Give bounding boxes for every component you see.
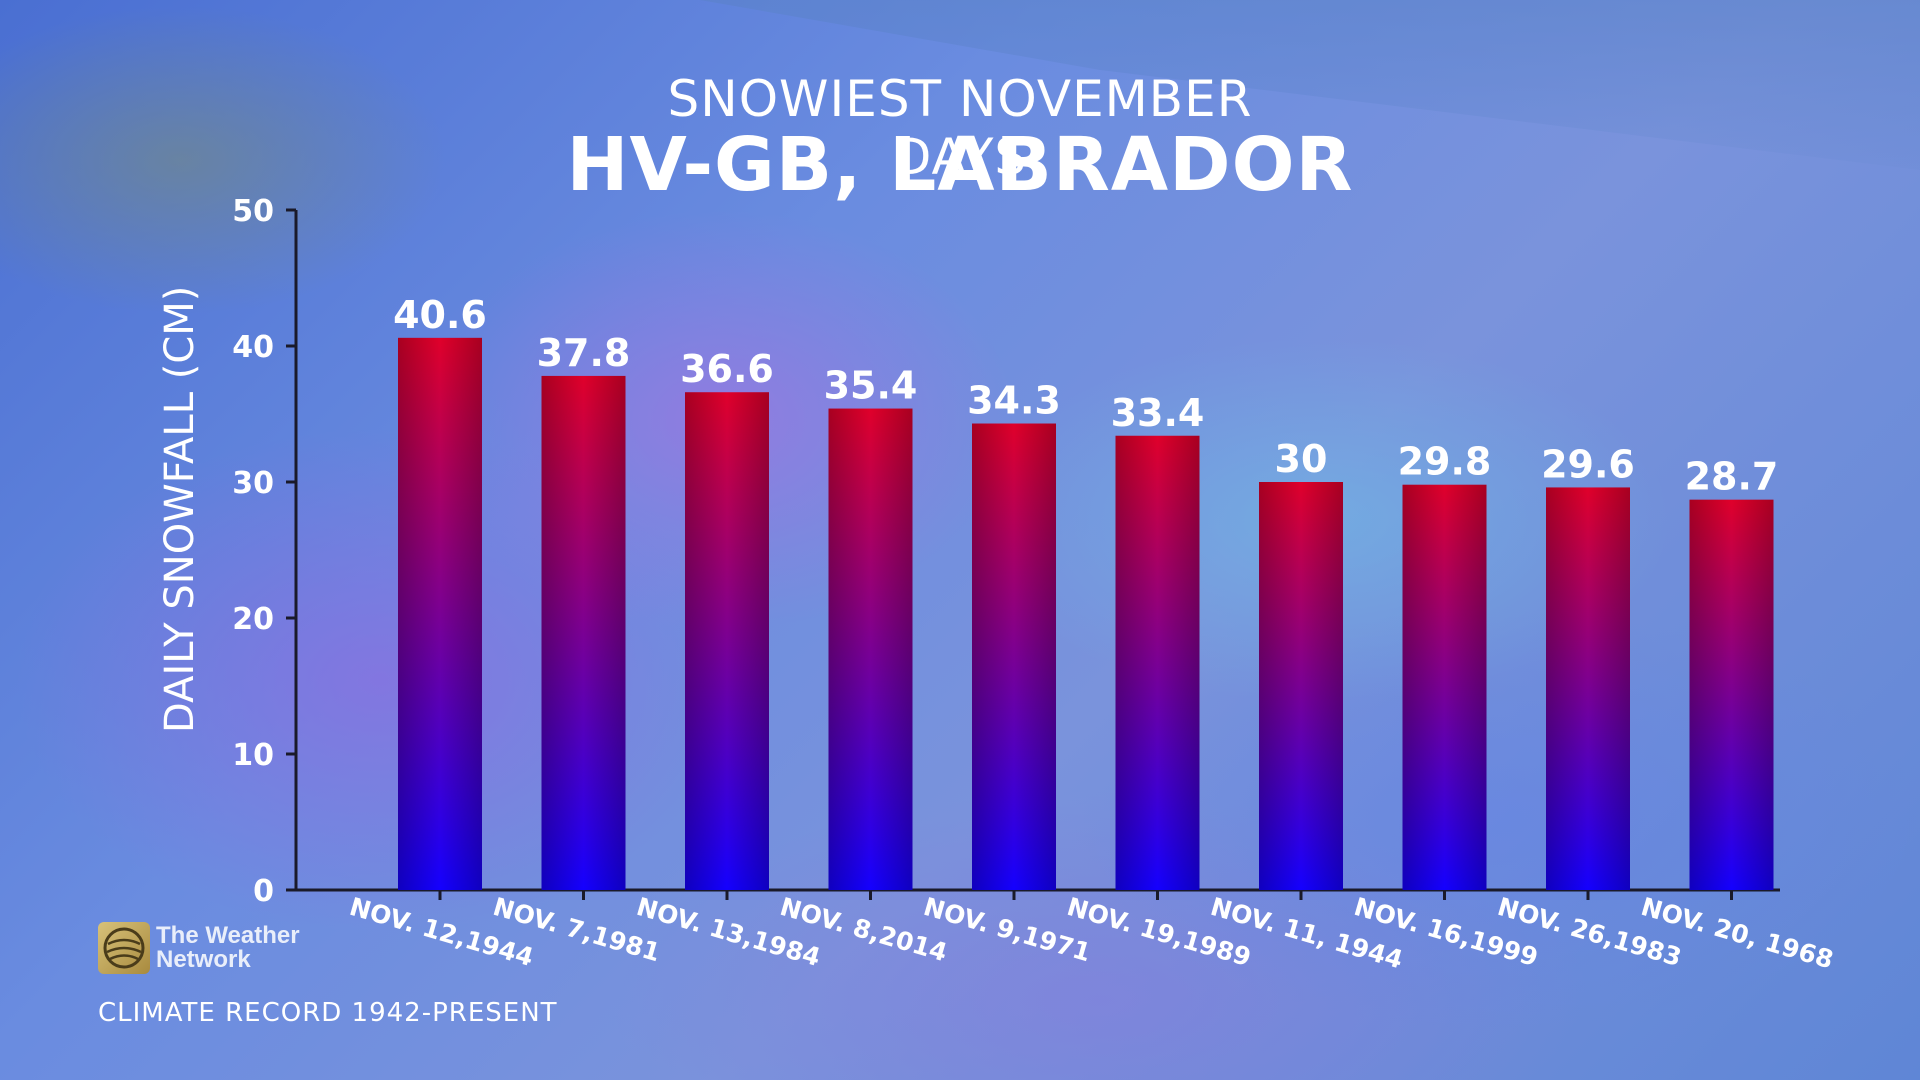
data-label: 28.7: [1685, 455, 1779, 499]
data-label: 37.8: [537, 331, 631, 375]
chart-subtitle: SNOWIEST NOVEMBER DAYS: [667, 70, 1253, 186]
data-label: 36.6: [680, 347, 774, 391]
data-label: 29.8: [1398, 440, 1492, 484]
data-label: 33.4: [1111, 391, 1205, 435]
brand-name: The Weather Network: [156, 924, 336, 972]
bar-shading: [828, 408, 913, 890]
bar-shading: [1546, 487, 1630, 890]
y-tick-label: 0: [253, 874, 274, 909]
chart-title: HV-GB, LABRADOR: [566, 122, 1354, 208]
data-label: 34.3: [967, 379, 1061, 423]
brand-name-line1: The Weather: [156, 922, 300, 949]
bar-shading: [398, 337, 482, 891]
bar-shading: [1115, 435, 1200, 890]
bar-shading: [1402, 484, 1487, 890]
y-tick-label: 40: [232, 330, 274, 365]
bar-shading: [972, 423, 1056, 890]
bars-group: [398, 337, 1774, 891]
y-tick-label: 30: [232, 466, 274, 501]
bar-shading: [1689, 499, 1774, 890]
data-label: 30: [1275, 437, 1328, 481]
footer-note: CLIMATE RECORD 1942-PRESENT: [98, 998, 558, 1028]
data-label: 40.6: [393, 293, 487, 337]
y-tick-label: 10: [232, 738, 274, 773]
bar-shading: [1259, 482, 1343, 890]
data-label: 29.6: [1541, 442, 1635, 486]
y-tick-label: 50: [232, 194, 274, 229]
y-tick-label: 20: [232, 602, 274, 637]
data-label: 35.4: [824, 364, 918, 408]
bar-shading: [685, 392, 769, 890]
brand-name-line2: Network: [156, 946, 251, 973]
globe-icon: [98, 922, 150, 974]
brand-logo: The Weather Network: [98, 922, 328, 978]
data-labels-group: 40.6 37.8 36.6 35.4 34.3 33.4 30 29.8 29.6 28.7: [393, 293, 1778, 499]
bar-shading: [541, 375, 626, 890]
